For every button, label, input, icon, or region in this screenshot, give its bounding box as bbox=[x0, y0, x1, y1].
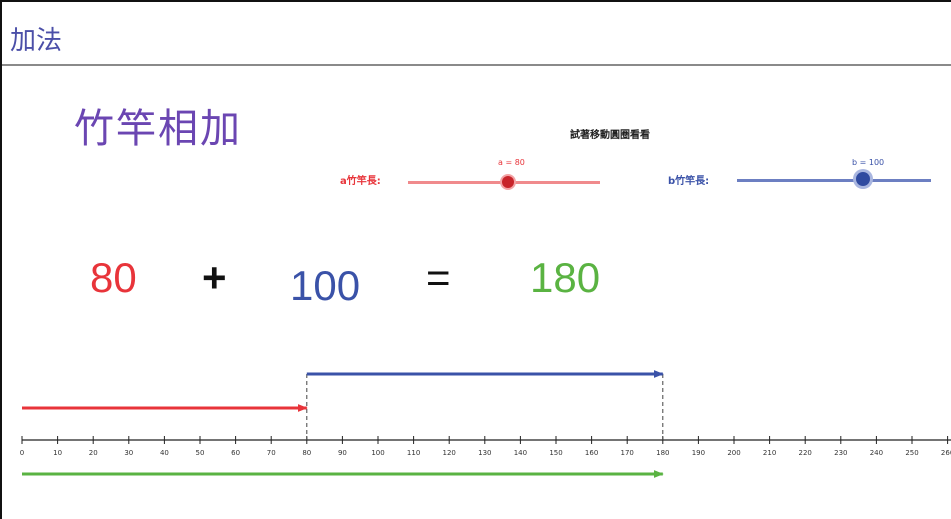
axis-tick-label: 50 bbox=[196, 449, 205, 457]
axis-tick-label: 200 bbox=[727, 449, 740, 457]
axis-tick-label: 150 bbox=[549, 449, 562, 457]
slider-a-value: a = 80 bbox=[498, 158, 525, 167]
axis-tick-label: 220 bbox=[799, 449, 812, 457]
window-top-border bbox=[0, 0, 951, 2]
axis-tick-label: 120 bbox=[443, 449, 456, 457]
equation-a: 80 bbox=[90, 254, 137, 301]
axis-tick-label: 10 bbox=[53, 449, 62, 457]
slider-b-track[interactable] bbox=[737, 179, 931, 182]
axis-tick-label: 130 bbox=[478, 449, 491, 457]
axis-tick-label: 170 bbox=[621, 449, 634, 457]
axis-tick-label: 90 bbox=[338, 449, 347, 457]
axis-tick-label: 0 bbox=[20, 449, 24, 457]
equation-equals: = bbox=[426, 254, 451, 301]
slider-a-label: a竹竿長: bbox=[340, 176, 381, 187]
axis-tick-label: 190 bbox=[692, 449, 705, 457]
axis-tick-label: 60 bbox=[231, 449, 240, 457]
axis-tick-label: 110 bbox=[407, 449, 420, 457]
header-bar: 加法 bbox=[2, 2, 951, 66]
slider-b-handle[interactable] bbox=[856, 172, 870, 186]
slider-a-handle[interactable] bbox=[502, 176, 514, 188]
slider-b-value: b = 100 bbox=[852, 158, 885, 167]
axis-tick-label: 140 bbox=[514, 449, 527, 457]
axis-tick-label: 250 bbox=[905, 449, 918, 457]
slider-b-label: b竹竿長: bbox=[668, 176, 710, 187]
axis-tick-label: 160 bbox=[585, 449, 598, 457]
axis-tick-label: 260 bbox=[941, 449, 951, 457]
header-title: 加法 bbox=[10, 26, 63, 56]
equation-b: 100 bbox=[290, 262, 361, 309]
axis-tick-label: 20 bbox=[89, 449, 98, 457]
equation-plus: + bbox=[202, 254, 227, 301]
instruction-text: 試著移動圓圈看看 bbox=[570, 130, 650, 141]
axis-tick-label: 240 bbox=[870, 449, 883, 457]
axis-tick-label: 210 bbox=[763, 449, 776, 457]
axis-tick-label: 100 bbox=[371, 449, 384, 457]
page-title: 竹竿相加 bbox=[74, 106, 242, 152]
equation-sum: 180 bbox=[530, 254, 601, 301]
axis-tick-label: 80 bbox=[302, 449, 311, 457]
axis-tick-label: 30 bbox=[124, 449, 133, 457]
axis-tick-label: 180 bbox=[656, 449, 669, 457]
axis-tick-label: 70 bbox=[267, 449, 276, 457]
axis-tick-label: 230 bbox=[834, 449, 847, 457]
axis-tick-label: 40 bbox=[160, 449, 169, 457]
window-left-border bbox=[0, 0, 2, 519]
